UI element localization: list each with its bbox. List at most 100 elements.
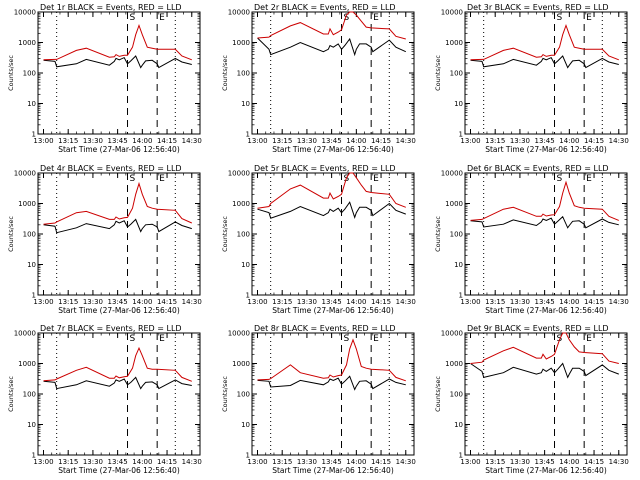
x-tick-label: 13:15: [272, 137, 292, 145]
interval-marker-label: S: [557, 174, 563, 184]
y-axis-label: Counts/sec: [221, 376, 229, 412]
series-line-events: [43, 218, 192, 234]
series-line-events: [470, 215, 619, 229]
x-tick-label: 13:15: [58, 298, 78, 306]
x-tick-label: 13:00: [247, 458, 267, 466]
x-axis-label: Start Time (27-Mar-06 12:56:40): [272, 145, 394, 154]
x-axis-label: Start Time (27-Mar-06 12:56:40): [485, 145, 607, 154]
y-tick-label: 1: [32, 131, 36, 139]
x-tick-label: 14:00: [346, 137, 366, 145]
y-axis-label: Counts/sec: [434, 55, 442, 91]
panel-title: Det 7r BLACK = Events, RED = LLD: [40, 324, 182, 333]
y-tick-label: 1: [459, 452, 463, 460]
series-line-events: [43, 55, 192, 69]
y-tick-label: 100: [450, 231, 463, 239]
x-tick-label: 14:15: [371, 458, 391, 466]
x-tick-label: 14:30: [182, 298, 202, 306]
x-tick-label: 13:00: [247, 298, 267, 306]
y-tick-label: 1: [32, 292, 36, 300]
y-axis-label: Counts/sec: [221, 216, 229, 252]
x-tick-label: 13:15: [58, 458, 78, 466]
x-tick-label: 13:45: [322, 458, 342, 466]
y-tick-label: 10: [241, 421, 250, 429]
series-line-lld: [257, 11, 406, 40]
series-line-events: [257, 37, 407, 57]
series-line-events: [43, 376, 192, 390]
y-tick-label: 1: [459, 292, 463, 300]
x-tick-label: 14:15: [371, 137, 391, 145]
x-tick-label: 13:00: [460, 298, 480, 306]
y-tick-label: 100: [237, 231, 250, 239]
y-tick-label: 100: [23, 391, 36, 399]
panel-title: Det 3r BLACK = Events, RED = LLD: [467, 3, 609, 12]
y-axis-label: Counts/sec: [7, 376, 15, 412]
x-tick-label: 14:30: [609, 458, 629, 466]
y-tick-label: 1: [32, 452, 36, 460]
series-line-lld: [257, 338, 406, 382]
interval-marker-label: E: [159, 13, 165, 23]
y-axis-label: Counts/sec: [7, 216, 15, 252]
x-tick-label: 14:15: [584, 137, 604, 145]
interval-marker-label: E: [586, 334, 592, 344]
panel-title: Det 9r BLACK = Events, RED = LLD: [467, 324, 609, 333]
panel-title: Det 2r BLACK = Events, RED = LLD: [254, 3, 396, 12]
y-tick-label: 1000: [18, 360, 36, 368]
panel-title: Det 5r BLACK = Events, RED = LLD: [254, 164, 396, 173]
x-tick-label: 14:30: [182, 458, 202, 466]
x-axis-label: Start Time (27-Mar-06 12:56:40): [58, 306, 180, 315]
x-tick-label: 13:45: [108, 298, 128, 306]
interval-marker-label: S: [344, 13, 350, 23]
x-tick-label: 13:00: [247, 137, 267, 145]
y-tick-label: 100: [23, 231, 36, 239]
interval-marker-label: E: [373, 334, 379, 344]
series-line-lld: [470, 24, 619, 61]
x-tick-label: 14:00: [559, 458, 579, 466]
x-tick-label: 14:15: [371, 298, 391, 306]
y-tick-label: 1000: [445, 200, 463, 208]
y-axis-label: Counts/sec: [434, 376, 442, 412]
y-tick-label: 10: [27, 100, 36, 108]
y-tick-label: 10000: [441, 9, 463, 17]
series-line-lld: [43, 346, 192, 382]
y-tick-label: 10: [241, 261, 250, 269]
series-line-lld: [470, 180, 619, 221]
y-tick-label: 1: [246, 452, 250, 460]
y-tick-label: 1000: [445, 360, 463, 368]
y-tick-label: 10000: [14, 170, 36, 178]
y-tick-label: 1000: [232, 360, 250, 368]
y-tick-label: 100: [237, 70, 250, 78]
y-axis-label: Counts/sec: [434, 216, 442, 252]
x-axis-label: Start Time (27-Mar-06 12:56:40): [485, 466, 607, 475]
x-tick-label: 13:15: [485, 298, 505, 306]
panel-title: Det 4r BLACK = Events, RED = LLD: [40, 164, 182, 173]
x-tick-label: 13:00: [460, 458, 480, 466]
x-tick-label: 13:30: [83, 458, 103, 466]
x-tick-label: 13:45: [322, 137, 342, 145]
series-line-lld: [470, 332, 619, 364]
interval-marker-label: S: [344, 334, 350, 344]
x-tick-label: 13:00: [33, 137, 53, 145]
interval-marker-label: S: [130, 334, 136, 344]
y-tick-label: 10000: [441, 330, 463, 338]
series-line-events: [470, 55, 619, 69]
x-axis-label: Start Time (27-Mar-06 12:56:40): [272, 306, 394, 315]
y-tick-label: 100: [450, 70, 463, 78]
y-tick-label: 1000: [232, 200, 250, 208]
interval-marker-label: E: [586, 174, 592, 184]
x-tick-label: 13:45: [108, 458, 128, 466]
y-tick-label: 100: [450, 391, 463, 399]
panel-det-5: 1 10 100 1000 10000 13:00 13:15 13:30 13:45 14:00…: [221, 164, 416, 315]
x-axis-label: Start Time (27-Mar-06 12:56:40): [485, 306, 607, 315]
panel-det-6: 1 10 100 1000 10000 13:00 13:15 13:30 13:45 14:00…: [434, 164, 629, 315]
x-tick-label: 13:45: [322, 298, 342, 306]
y-tick-label: 10000: [14, 330, 36, 338]
y-tick-label: 10000: [228, 330, 250, 338]
x-tick-label: 13:45: [535, 137, 555, 145]
x-tick-label: 14:30: [396, 298, 416, 306]
x-tick-label: 14:30: [609, 298, 629, 306]
x-tick-label: 14:00: [132, 137, 152, 145]
x-tick-label: 13:15: [485, 458, 505, 466]
x-tick-label: 14:30: [396, 458, 416, 466]
panel-det-2: 1 10 100 1000 10000 13:00 13:15 13:30 13:45 14:00…: [221, 3, 416, 154]
